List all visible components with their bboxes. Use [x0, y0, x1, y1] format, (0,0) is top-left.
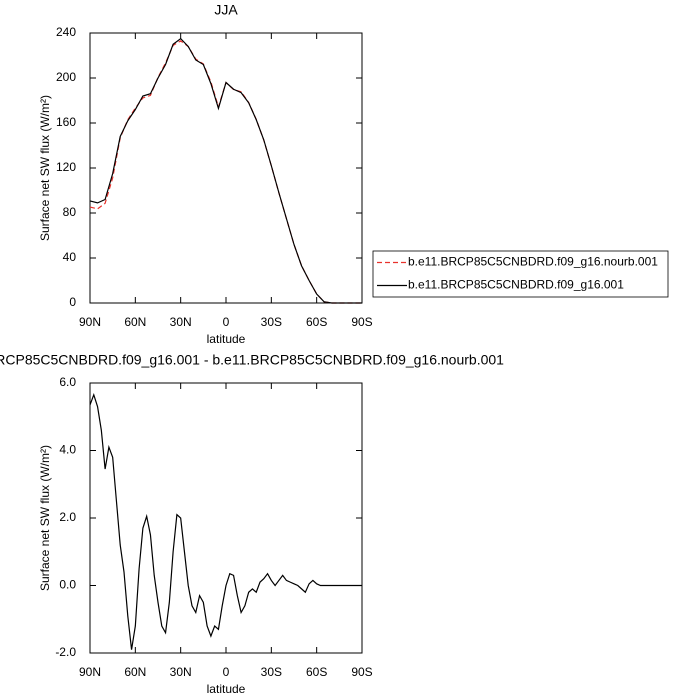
data-line	[89, 392, 362, 650]
y-tick-label: 40	[63, 250, 77, 264]
chart-title: b.e11.BRCP85C5CNBDRD.f09_g16.001 - b.e11…	[0, 352, 504, 368]
y-tick-label: 120	[56, 160, 76, 174]
x-tick-label: 30N	[170, 315, 192, 329]
chart-title: JJA	[214, 2, 238, 18]
plot-frame	[89, 382, 363, 654]
x-tick-label: 60S	[306, 315, 327, 329]
x-tick-label: 30N	[170, 665, 192, 679]
y-tick-label: 0.0	[59, 578, 76, 592]
y-tick-label: 6.0	[59, 375, 76, 389]
x-axis-label: latitude	[207, 332, 246, 346]
y-tick-label: 80	[63, 205, 77, 219]
x-axis-label: latitude	[207, 682, 246, 696]
y-axis-label: Surface net SW flux (W/m²)	[38, 95, 52, 241]
y-tick-label: 200	[56, 70, 76, 84]
y-axis-label: Surface net SW flux (W/m²)	[38, 445, 52, 591]
y-tick-label: -2.0	[55, 645, 76, 659]
y-tick-label: 4.0	[59, 443, 76, 457]
x-tick-label: 60S	[306, 665, 327, 679]
data-line	[89, 37, 362, 304]
plot-frame	[89, 32, 363, 304]
x-tick-label: 90S	[351, 315, 372, 329]
x-tick-label: 30S	[261, 315, 282, 329]
data-line	[89, 40, 362, 304]
y-tick-label: 2.0	[59, 510, 76, 524]
x-tick-label: 90N	[79, 315, 101, 329]
legend-label: b.e11.BRCP85C5CNBDRD.f09_g16.nourb.001	[408, 255, 658, 269]
x-tick-label: 60N	[124, 665, 146, 679]
legend-box	[372, 250, 669, 298]
x-tick-label: 90N	[79, 665, 101, 679]
x-tick-label: 30S	[261, 665, 282, 679]
y-tick-label: 0	[69, 295, 76, 309]
y-tick-label: 160	[56, 115, 76, 129]
x-tick-label: 90S	[351, 665, 372, 679]
x-tick-label: 0	[223, 315, 230, 329]
x-tick-label: 0	[223, 665, 230, 679]
x-tick-label: 60N	[124, 315, 146, 329]
legend-label: b.e11.BRCP85C5CNBDRD.f09_g16.001	[408, 278, 624, 292]
y-tick-label: 240	[56, 25, 76, 39]
